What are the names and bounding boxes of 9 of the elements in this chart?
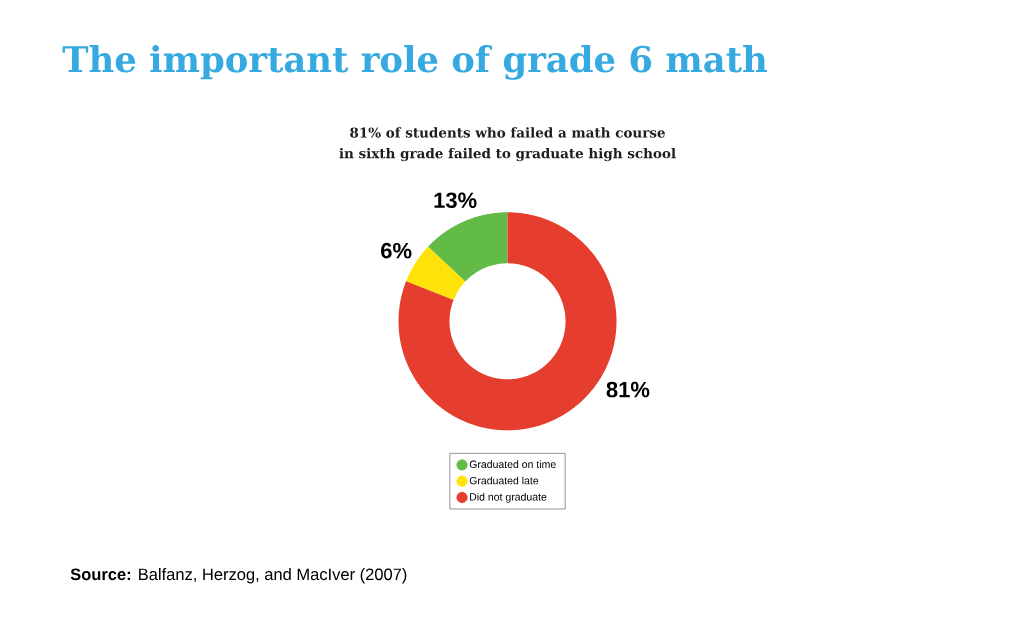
data-label: 81% [606,381,650,398]
legend-label: Graduated on time [469,460,556,469]
legend-label: Did not graduate [470,492,547,503]
data-label: 13% [434,192,477,209]
legend-label: Graduated late [469,476,539,485]
chart-title: The important role of grade 6 math [62,45,767,80]
chart-subtitle: 81% of students who failed a math course in sixth grade failed to graduate high school [339,127,676,162]
data-label: 6% [381,242,412,259]
text: Source: Balfanz, Herzog, and MacIver (2007) [70,568,407,584]
